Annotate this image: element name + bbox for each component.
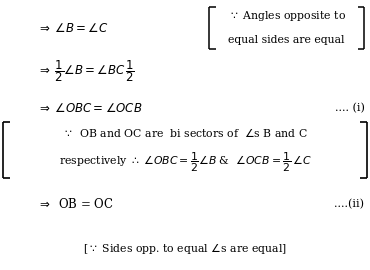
Text: $\Rightarrow\;\angle OBC = \angle OCB$: $\Rightarrow\;\angle OBC = \angle OCB$ <box>37 102 142 114</box>
Text: respectively $\therefore\;\angle OBC = \dfrac{1}{2}\angle B$ &  $\angle OCB = \d: respectively $\therefore\;\angle OBC = \… <box>59 150 311 174</box>
Text: [$\because$ Sides opp. to equal $\angle$s are equal]: [$\because$ Sides opp. to equal $\angle$… <box>83 241 287 256</box>
Text: $\Rightarrow\;\angle B = \angle C$: $\Rightarrow\;\angle B = \angle C$ <box>37 22 108 35</box>
Text: $\Rightarrow\;$ OB = OC: $\Rightarrow\;$ OB = OC <box>37 197 114 211</box>
Text: $\Rightarrow\;\dfrac{1}{2}\angle B = \angle BC\,\dfrac{1}{2}$: $\Rightarrow\;\dfrac{1}{2}\angle B = \an… <box>37 59 135 85</box>
Text: ....(ii): ....(ii) <box>334 199 364 209</box>
Text: $\because$ Angles opposite to: $\because$ Angles opposite to <box>228 9 346 23</box>
Text: .... (i): .... (i) <box>334 103 364 113</box>
Text: $\because\;$ OB and OC are  bi sectors of  $\angle$s B and C: $\because\;$ OB and OC are bi sectors of… <box>62 126 308 139</box>
Text: equal sides are equal: equal sides are equal <box>229 35 345 45</box>
